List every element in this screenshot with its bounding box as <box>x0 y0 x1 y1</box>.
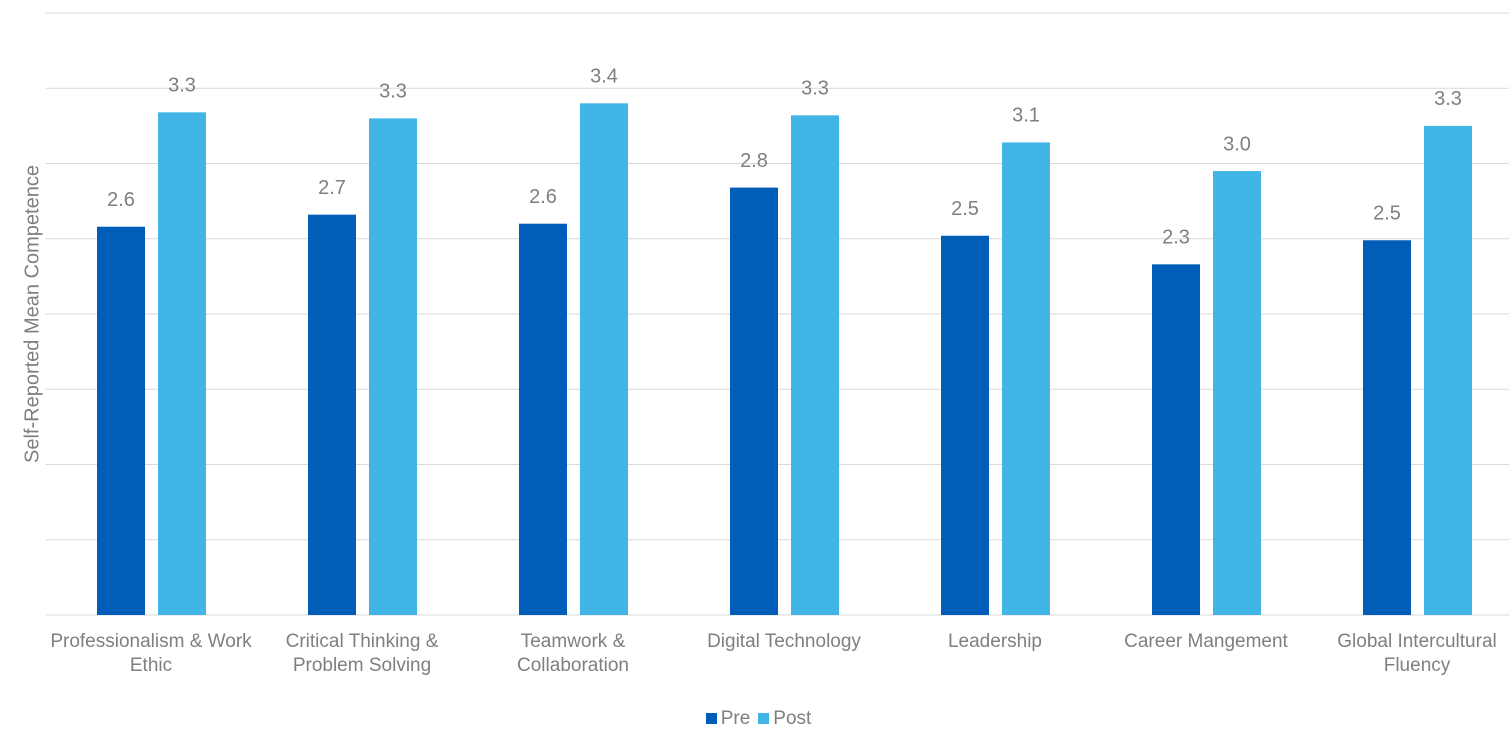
data-label: 2.5 <box>951 198 979 220</box>
legend-label: Pre <box>720 708 751 729</box>
legend: Pre Post <box>0 708 1509 730</box>
x-tick-label: Teamwork & Collaboration <box>517 631 629 676</box>
bar <box>519 223 567 615</box>
bar <box>730 187 778 615</box>
data-label: 3.4 <box>590 66 618 88</box>
data-label: 3.3 <box>168 75 196 97</box>
data-label: 2.7 <box>318 177 346 199</box>
x-tick-label: Critical Thinking & Problem Solving <box>285 631 439 676</box>
bar <box>580 103 628 616</box>
bar <box>369 118 417 615</box>
bar <box>1002 142 1050 615</box>
bar <box>791 115 839 615</box>
bar <box>1363 240 1411 615</box>
data-label: 2.5 <box>1373 203 1401 225</box>
bar <box>1152 264 1200 615</box>
bar <box>308 214 356 616</box>
y-axis-label: Self-Reported Mean Competence <box>21 165 43 463</box>
legend-swatch <box>705 713 717 724</box>
data-label: 3.3 <box>801 78 829 100</box>
legend-swatch <box>758 713 770 724</box>
data-label: 2.6 <box>107 189 135 211</box>
bar <box>1424 125 1472 615</box>
data-label: 2.6 <box>529 186 557 208</box>
x-tick-label: Digital Technology <box>707 631 861 652</box>
x-tick-label: Global Intercultural Fluency <box>1337 631 1497 676</box>
bar <box>158 112 206 615</box>
bar <box>1213 171 1261 615</box>
bar <box>97 226 145 615</box>
x-tick-label: Leadership <box>947 631 1043 652</box>
bar <box>941 235 989 616</box>
data-label: 3.3 <box>1434 88 1462 110</box>
legend-label: Post <box>773 708 812 729</box>
data-label: 2.3 <box>1162 227 1190 249</box>
data-label: 2.8 <box>740 150 768 172</box>
x-tick-label: Career Mangement <box>1124 631 1288 652</box>
data-label: 3.1 <box>1012 105 1040 127</box>
data-label: 3.0 <box>1223 133 1251 155</box>
x-tick-label: Professionalism & Work Ethic <box>50 631 252 676</box>
data-label: 3.3 <box>379 81 407 103</box>
